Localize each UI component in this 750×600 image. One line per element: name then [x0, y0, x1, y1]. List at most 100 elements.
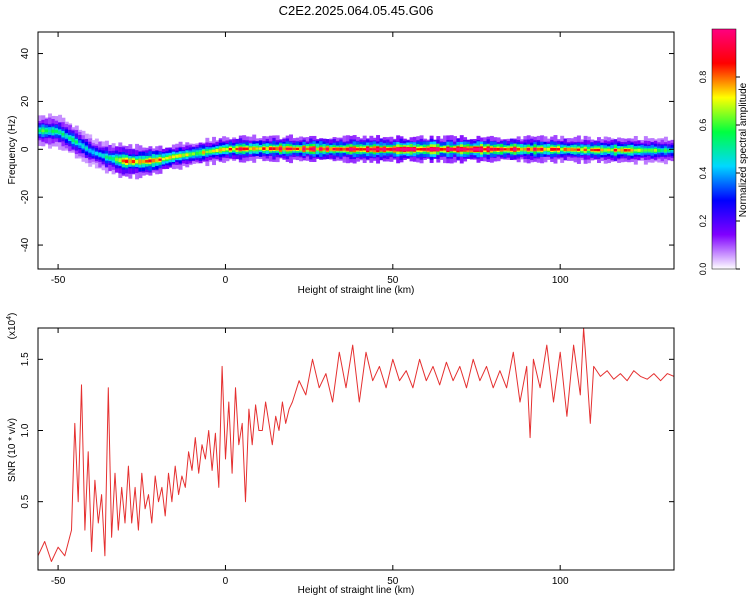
heatmap-cell	[379, 148, 384, 151]
heatmap-cell	[443, 148, 447, 151]
heatmap-cell	[342, 147, 347, 151]
colorbar-tick-label: 0.6	[698, 119, 708, 132]
heatmap-cell	[332, 148, 337, 151]
heatmap-cell	[476, 147, 481, 151]
heatmap-cell	[603, 148, 608, 152]
heatmap-cell	[235, 147, 240, 151]
colorbar-tick-label: 0.4	[698, 167, 708, 180]
heatmap-cell	[68, 136, 73, 140]
heatmap-cell	[382, 147, 387, 151]
heatmap-cell	[168, 156, 173, 159]
heatmap-cell	[202, 151, 206, 154]
heatmap-cell	[312, 147, 317, 151]
heatmap-cell	[61, 132, 66, 136]
heatmap-cell	[409, 147, 414, 151]
snr-y-axis-label: SNR (10 * v/v)	[7, 418, 18, 482]
heatmap-cell	[553, 147, 558, 151]
heatmap-cell	[41, 129, 46, 133]
heatmap-cell	[640, 148, 645, 152]
heatmap-cell	[459, 148, 464, 151]
heatmap-cell	[272, 147, 277, 151]
heatmap-cell	[560, 148, 565, 151]
heatmap-cell	[255, 147, 260, 150]
heatmap-cell	[191, 152, 196, 156]
heatmap-cell	[44, 129, 49, 133]
heatmap-cell	[617, 149, 622, 152]
x-tick-label: 100	[552, 576, 569, 587]
x-tick-label: 50	[387, 576, 399, 587]
heatmap-cell	[479, 148, 484, 151]
heatmap-cell	[148, 159, 153, 163]
heatmap-cell	[64, 134, 69, 138]
heatmap-cell	[402, 147, 407, 151]
heatmap-cell	[299, 147, 304, 151]
heatmap-cell	[483, 148, 488, 151]
colorbar: 0.0 0.2 0.4 0.6 0.8 Normalized spectral ampl…	[698, 28, 749, 275]
spectrogram-heatmap	[38, 113, 674, 180]
heatmap-cell	[586, 148, 591, 151]
heatmap-cell	[158, 158, 163, 161]
heatmap-cell	[171, 155, 176, 159]
heatmap-cell	[178, 154, 183, 158]
heatmap-cell	[647, 149, 652, 152]
heatmap-cell	[198, 151, 203, 155]
x-tick-label: -50	[51, 576, 66, 587]
heatmap-cell	[128, 159, 133, 164]
heatmap-cell	[238, 147, 243, 151]
heatmap-cell	[506, 147, 511, 151]
heatmap-cell	[252, 147, 257, 151]
heatmap-cell	[325, 147, 330, 151]
heatmap-cell	[58, 130, 63, 135]
chart-title: C2E2.2025.064.05.45.G06	[279, 3, 434, 18]
x-tick-label: 0	[223, 275, 229, 286]
heatmap-cell	[222, 148, 227, 152]
snr-x-ticks: -50 0 50 100	[51, 328, 569, 587]
heatmap-cell	[623, 148, 628, 152]
heatmap-cell	[155, 158, 160, 162]
x-tick-label: -50	[51, 275, 66, 286]
heatmap-cell	[38, 129, 42, 133]
heatmap-cell	[419, 148, 424, 151]
heatmap-cell	[352, 148, 357, 151]
heatmap-cell	[339, 147, 344, 151]
heatmap-cell	[138, 159, 143, 164]
heatmap-cell	[101, 154, 106, 158]
snr-panel: -50 0 50 100 0.5 1.0 1.5 Height of straight l…	[6, 313, 675, 596]
colorbar-label: Normalized spectral amplitude	[738, 82, 749, 217]
heatmap-cell	[114, 157, 119, 162]
heatmap-cell	[546, 147, 551, 151]
heatmap-cell	[489, 147, 494, 151]
spectrogram-x-axis-label: Height of straight line (km)	[298, 285, 415, 296]
colorbar-ticks: 0.0 0.2 0.4 0.6 0.8	[698, 71, 740, 275]
heatmap-cell	[533, 147, 538, 151]
heatmap-cell	[319, 147, 324, 151]
heatmap-cell	[345, 147, 350, 151]
heatmap-cell	[429, 147, 434, 151]
heatmap-cell	[593, 148, 598, 152]
heatmap-cell	[449, 147, 454, 151]
heatmap-cell	[205, 150, 210, 153]
heatmap-cell	[499, 148, 504, 151]
heatmap-cell	[436, 147, 441, 151]
heatmap-cell	[570, 148, 575, 151]
spectrogram-y-axis-label: Frequency (Hz)	[7, 116, 18, 185]
heatmap-cell	[232, 147, 237, 151]
heatmap-cell	[633, 149, 638, 152]
snr-y-ticks: 0.5 1.0 1.5	[20, 352, 674, 509]
heatmap-cell	[543, 147, 548, 151]
heatmap-cell	[322, 147, 327, 151]
heatmap-cell	[78, 142, 83, 146]
heatmap-cell	[125, 159, 129, 163]
heatmap-cell	[650, 149, 655, 152]
heatmap-cell	[657, 148, 662, 152]
heatmap-cell	[422, 147, 427, 151]
spectrogram-panel: -50 0 50 100 -40 -20 0 20 40 Height of straight…	[7, 31, 675, 296]
heatmap-cell	[520, 148, 524, 151]
heatmap-cell	[386, 148, 391, 151]
heatmap-cell	[279, 147, 283, 151]
heatmap-cell	[590, 148, 595, 152]
heatmap-cell	[215, 149, 220, 152]
heatmap-cell	[208, 150, 213, 153]
heatmap-cell	[509, 147, 514, 151]
